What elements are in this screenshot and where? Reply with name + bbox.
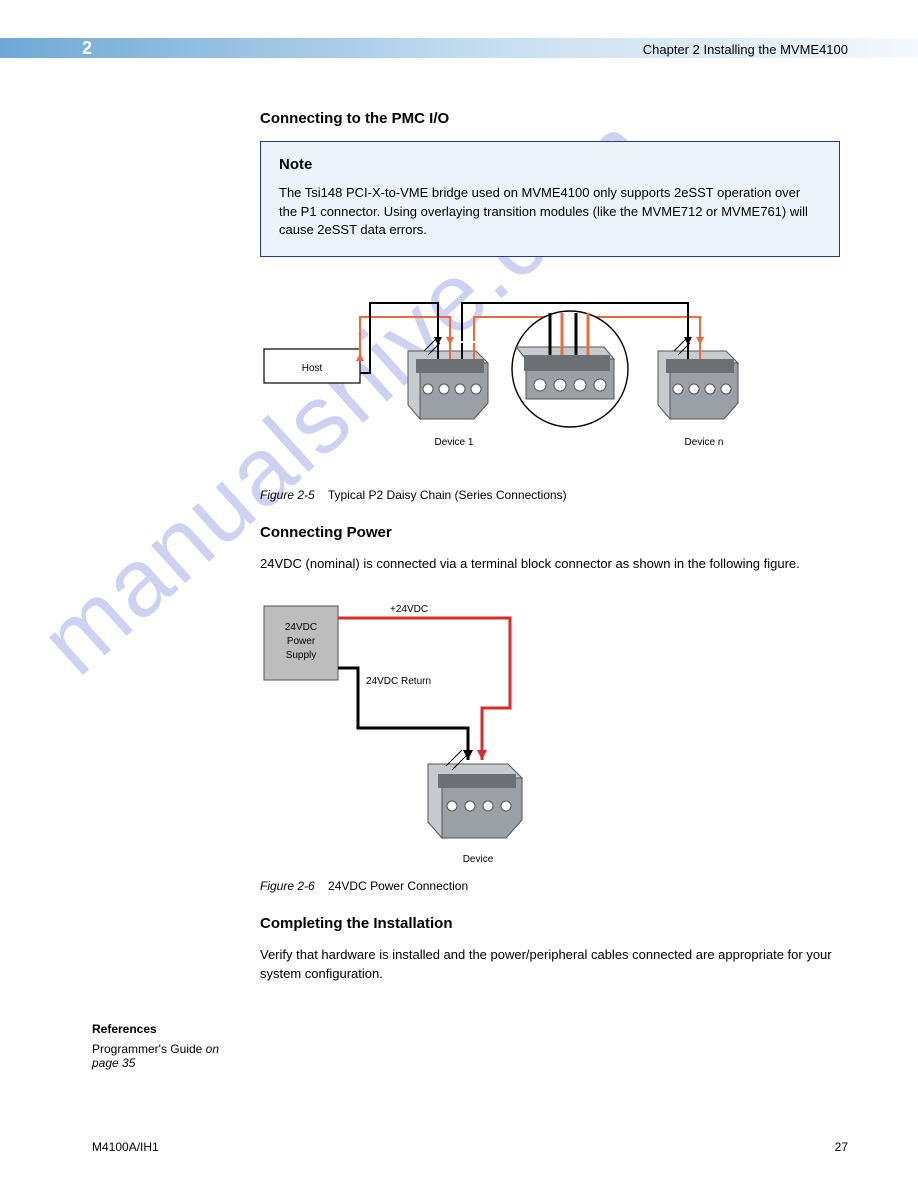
figure1-label: Figure 2-5	[260, 488, 315, 502]
section-title-power: Connecting Power	[260, 524, 840, 541]
psu-label-2: Power	[287, 636, 316, 647]
footer: M4100A/IH1 27	[92, 1140, 848, 1154]
figure-power: 24VDC Power Supply +24VDC 24VDC Return	[260, 588, 840, 873]
figure-daisy-chain: Host	[260, 277, 840, 482]
references-heading: References	[92, 1022, 242, 1036]
reference-item: Programmer's Guide on page 35	[92, 1042, 242, 1070]
wire-pos-24v	[338, 618, 510, 760]
chapter-number: 2	[82, 38, 92, 59]
connector-device-1	[408, 339, 488, 419]
arrow-icon	[463, 750, 473, 760]
psu-label-3: Supply	[286, 650, 317, 661]
footer-left: M4100A/IH1	[92, 1140, 159, 1154]
section-title-pmc: Connecting to the PMC I/O	[260, 110, 840, 127]
figure1-caption-text: Typical P2 Daisy Chain (Series Connectio…	[328, 488, 567, 502]
footer-page-number: 27	[835, 1140, 848, 1154]
psu-label-1: 24VDC	[285, 622, 317, 633]
figure2-caption: Figure 2-6 24VDC Power Connection	[260, 879, 840, 893]
running-header: Chapter 2 Installing the MVME4100	[643, 42, 848, 57]
figure1-caption: Figure 2-5 Typical P2 Daisy Chain (Serie…	[260, 488, 840, 502]
note-title: Note	[279, 154, 821, 176]
body-column: Connecting to the PMC I/O Note The Tsi14…	[260, 110, 840, 998]
figure2-label: Figure 2-6	[260, 879, 315, 893]
pos24-label: +24VDC	[390, 604, 428, 615]
section-title-completing: Completing the Installation	[260, 915, 840, 932]
note-box: Note The Tsi148 PCI-X-to-VME bridge used…	[260, 141, 840, 257]
reference-link[interactable]: Programmer's Guide	[92, 1042, 202, 1056]
connector-device-power	[428, 750, 522, 838]
device1-label: Device 1	[435, 437, 474, 448]
daisy-chain-svg: Host	[260, 277, 820, 477]
connector-device-n	[658, 339, 738, 419]
figure2-caption-text: 24VDC Power Connection	[328, 879, 468, 893]
references-sidebar: References Programmer's Guide on page 35	[92, 1022, 242, 1070]
page: 2 Chapter 2 Installing the MVME4100 manu…	[0, 0, 918, 1188]
host-label: Host	[302, 363, 323, 374]
arrow-icon	[477, 750, 487, 760]
device-power-label: Device	[463, 854, 494, 865]
ret24-label: 24VDC Return	[366, 676, 431, 687]
power-svg: 24VDC Power Supply +24VDC 24VDC Return	[260, 588, 620, 868]
completing-paragraph: Verify that hardware is installed and th…	[260, 946, 840, 984]
power-paragraph: 24VDC (nominal) is connected via a termi…	[260, 555, 840, 574]
deviceN-label: Device n	[685, 437, 724, 448]
note-body: The Tsi148 PCI-X-to-VME bridge used on M…	[279, 184, 821, 241]
